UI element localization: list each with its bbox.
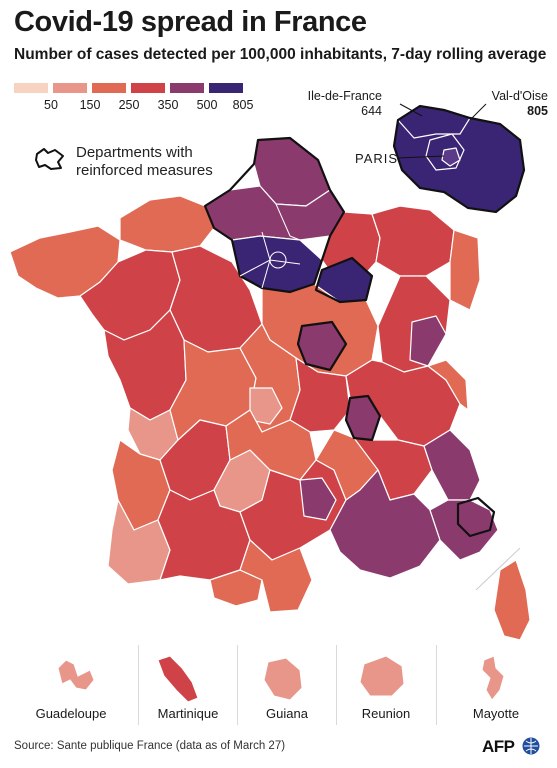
region-doubs [409, 315, 447, 367]
territory-guiana [263, 657, 303, 701]
region-alpes-maritimes [423, 429, 481, 501]
legend-swatch-2 [92, 83, 126, 93]
agency-globe-icon [522, 737, 540, 755]
region-vaucluse [299, 477, 337, 521]
territory-reunion [359, 655, 405, 697]
territory-label-guiana: Guiana [266, 706, 308, 721]
region-alsace [449, 229, 481, 311]
agency-logo: AFP [482, 736, 541, 756]
callout-val-doise-value: 805 [527, 104, 548, 118]
chart-subtitle: Number of cases detected per 100,000 inh… [14, 46, 547, 63]
territory-label-martinique: Martinique [157, 706, 219, 721]
overseas-divider [336, 645, 337, 725]
legend-swatch-4 [170, 83, 204, 93]
territory-guadeloupe [57, 659, 95, 691]
chart-title: Covid-19 spread in France [14, 6, 367, 38]
legend-label-4: 500 [196, 98, 218, 112]
legend-swatch-5 [209, 83, 243, 93]
territory-mayotte [481, 655, 505, 701]
outlined-region-icon [35, 148, 64, 170]
reinforced-outline-alpes-maritimes [456, 496, 496, 538]
source-credit: Source: Sante publique France (data as o… [14, 740, 286, 752]
overseas-divider [138, 645, 139, 725]
overseas-divider [237, 645, 238, 725]
reinforced-outline-aube [314, 256, 374, 304]
territory-martinique [157, 655, 199, 703]
callout-ile-de-france: Ile-de-France 644 [296, 89, 382, 119]
legend-label-1: 150 [79, 98, 101, 112]
callout-ile-de-france-name: Ile-de-France [307, 89, 382, 103]
legend-swatch-0 [14, 83, 48, 93]
callout-paris: PARIS [355, 151, 399, 166]
territory-label-guadeloupe: Guadeloupe [35, 706, 107, 721]
legend-label-5: 805 [232, 98, 254, 112]
legend-swatch-3 [131, 83, 165, 93]
color-legend: 50 150 250 350 500 805 [14, 80, 253, 114]
legend-label-3: 350 [157, 98, 179, 112]
territory-label-reunion: Reunion [361, 706, 411, 721]
callout-ile-de-france-value: 644 [361, 104, 382, 118]
ile-de-france-inset [393, 105, 525, 213]
region-aude [239, 539, 313, 613]
region-corsica [493, 559, 531, 641]
legend-swatch-1 [53, 83, 87, 93]
overseas-divider [436, 645, 437, 725]
region-savoie [427, 359, 469, 411]
callout-val-doise-name: Val-d'Oise [491, 89, 548, 103]
reinforced-outline-north [203, 136, 346, 294]
territory-label-mayotte: Mayotte [472, 706, 520, 721]
legend-label-2: 250 [118, 98, 140, 112]
reinforced-outline-nievre [296, 320, 348, 372]
reinforced-measures-note: Departments with reinforced measures [76, 144, 213, 179]
callout-val-doise: Val-d'Oise 805 [456, 89, 548, 119]
region-lorraine [371, 205, 455, 277]
legend-label-0: 50 [44, 98, 58, 112]
reinforced-outline-rhone [344, 394, 382, 442]
region-normandy [119, 195, 215, 253]
agency-logo-text: AFP [482, 737, 515, 756]
